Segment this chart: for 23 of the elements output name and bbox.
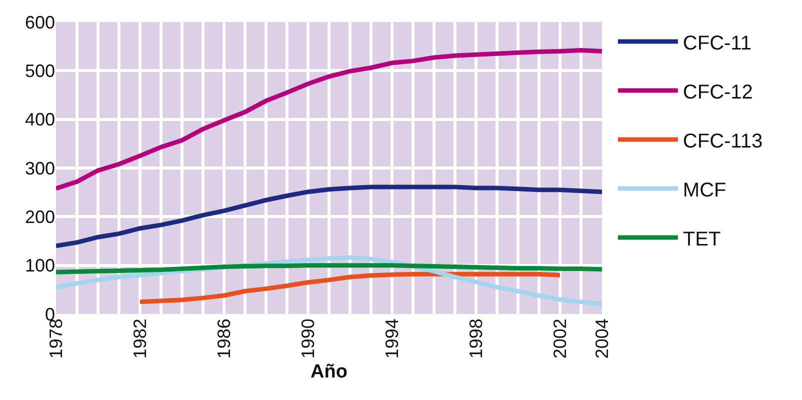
x-tick-label: 1994 <box>382 318 402 359</box>
x-tick-label: 1998 <box>466 318 486 359</box>
y-tick-label: 600 <box>24 12 55 32</box>
y-tick-label: 200 <box>24 206 55 227</box>
x-tick-label: 1990 <box>298 318 318 359</box>
x-tick-label: 2002 <box>550 318 570 359</box>
y-tick-label: 400 <box>24 110 55 130</box>
x-tick-label: 1986 <box>214 318 234 359</box>
x-axis-title: Año <box>310 361 348 382</box>
legend-label: CFC-11 <box>682 32 752 54</box>
legend-label: CFC-113 <box>682 130 763 152</box>
line-series <box>56 48 602 191</box>
y-tick-label: 100 <box>24 256 55 276</box>
line-series <box>56 184 602 248</box>
legend-label: TET <box>682 228 721 250</box>
legend-label: MCF <box>682 179 726 202</box>
y-tick-label: 500 <box>24 60 55 81</box>
y-tick-label: 300 <box>24 158 55 178</box>
x-tick-label: 2004 <box>592 318 612 359</box>
line-series <box>56 263 602 274</box>
x-tick-label: 1982 <box>130 318 150 359</box>
legend-label: CFC-12 <box>682 81 753 104</box>
line-series <box>138 272 562 304</box>
